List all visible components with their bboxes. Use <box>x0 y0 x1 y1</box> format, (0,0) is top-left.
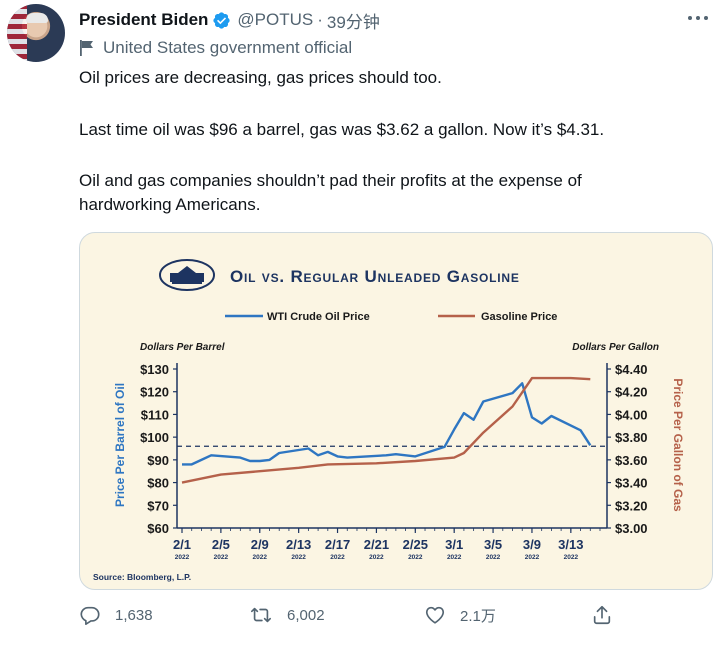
x-tick-year: 2022 <box>564 554 579 561</box>
reply-icon <box>80 606 100 625</box>
oil-price-line <box>182 382 592 466</box>
y-left-tick-label: $60 <box>147 521 169 536</box>
retweet-count: 6,002 <box>287 606 325 624</box>
x-tick-label: 3/1 <box>445 537 463 552</box>
x-tick-label: 2/5 <box>212 537 230 552</box>
y-right-tick-label: $4.40 <box>615 362 648 377</box>
x-tick-label: 3/9 <box>523 537 541 552</box>
x-tick-year: 2022 <box>214 554 229 561</box>
x-tick-year: 2022 <box>369 554 384 561</box>
header-separator: · <box>317 10 323 29</box>
y-right-tick-label: $3.60 <box>615 453 648 468</box>
chart-legend: WTI Crude Oil Price Gasoline Price <box>225 311 557 323</box>
share-button[interactable] <box>591 604 627 626</box>
retweet-icon <box>251 607 271 623</box>
y-right-tick-label: $3.80 <box>615 430 648 445</box>
x-tick-year: 2022 <box>253 554 268 561</box>
tweet-text-line: Oil and gas companies shouldn’t pad thei… <box>79 171 582 190</box>
gasoline-price-line <box>181 376 591 484</box>
x-tick-year: 2022 <box>486 554 501 561</box>
legend-label-oil: WTI Crude Oil Price <box>267 311 370 323</box>
author-name[interactable]: President Biden <box>79 10 209 29</box>
y-left-unit: Dollars Per Barrel <box>140 342 225 353</box>
share-icon <box>593 605 611 625</box>
x-tick-year: 2022 <box>408 554 423 561</box>
chart-title: Oil vs. Regular Unleaded Gasoline <box>230 267 520 286</box>
y-left-tick-label: $70 <box>147 498 169 513</box>
reply-count: 1,638 <box>115 606 153 624</box>
tweet-actions: 1,638 6,002 2.1万 <box>79 604 713 630</box>
y-left-tick-label: $130 <box>140 362 169 377</box>
x-tick-label: 2/13 <box>286 537 311 552</box>
x-tick-year: 2022 <box>525 554 540 561</box>
tweet-timestamp[interactable]: 39分钟 <box>326 12 380 32</box>
x-tick-label: 2/1 <box>173 537 191 552</box>
x-tick-label: 2/25 <box>403 537 428 552</box>
y-right-label: Price Per Gallon of Gas <box>671 378 685 512</box>
y-right-tick-label: $3.20 <box>615 498 648 513</box>
white-house-logo <box>159 259 215 291</box>
y-left-tick-label: $100 <box>140 430 169 445</box>
tweet-text-line: hardworking Americans. <box>79 195 261 214</box>
avatar-flag <box>7 4 27 62</box>
x-tick-year: 2022 <box>291 554 306 561</box>
x-tick-label: 3/5 <box>484 537 502 552</box>
heart-icon <box>425 606 445 624</box>
chart-source: Source: Bloomberg, L.P. <box>93 572 191 582</box>
y-right-tick-label: $3.40 <box>615 476 648 491</box>
tweet-text-line: Oil prices are decreasing, gas prices sh… <box>79 68 442 87</box>
y-right-tick-label: $4.00 <box>615 407 648 422</box>
tweet-header: President Biden @POTUS · 39分钟 <box>79 8 380 32</box>
y-left-tick-label: $90 <box>147 453 169 468</box>
y-right-tick-label: $3.00 <box>615 521 648 536</box>
legend-label-gas: Gasoline Price <box>481 311 557 323</box>
x-tick-label: 2/17 <box>325 537 350 552</box>
x-tick-label: 3/13 <box>558 537 583 552</box>
x-tick-year: 2022 <box>175 554 190 561</box>
y-right-unit: Dollars Per Gallon <box>572 342 659 353</box>
x-tick-label: 2/21 <box>364 537 389 552</box>
reply-button[interactable]: 1,638 <box>79 604 153 626</box>
tweet-text-line: Last time oil was $96 a barrel, gas was … <box>79 120 605 139</box>
retweet-button[interactable]: 6,002 <box>249 604 325 626</box>
author-avatar[interactable] <box>7 4 65 62</box>
x-tick-year: 2022 <box>447 554 462 561</box>
avatar-portrait <box>26 13 48 23</box>
chart-svg: Oil vs. Regular Unleaded Gasoline WTI Cr… <box>93 259 685 582</box>
more-icon[interactable] <box>688 12 708 24</box>
like-button[interactable]: 2.1万 <box>424 604 496 626</box>
y-left-label: Price Per Barrel of Oil <box>113 383 127 507</box>
y-left-tick-label: $110 <box>141 407 169 422</box>
y-left-tick-label: $120 <box>140 385 169 400</box>
x-tick-year: 2022 <box>330 554 345 561</box>
like-count: 2.1万 <box>460 607 496 625</box>
verified-badge-icon <box>213 11 231 29</box>
x-tick-label: 2/9 <box>251 537 269 552</box>
author-handle[interactable]: @POTUS <box>237 10 314 29</box>
account-label-text: United States government official <box>103 38 353 57</box>
y-left-tick-label: $80 <box>147 476 169 491</box>
account-label[interactable]: United States government official <box>79 38 352 58</box>
flag-icon <box>80 40 93 56</box>
y-right-tick-label: $4.20 <box>615 385 648 400</box>
tweet-media-card[interactable]: Oil vs. Regular Unleaded Gasoline WTI Cr… <box>79 232 713 590</box>
